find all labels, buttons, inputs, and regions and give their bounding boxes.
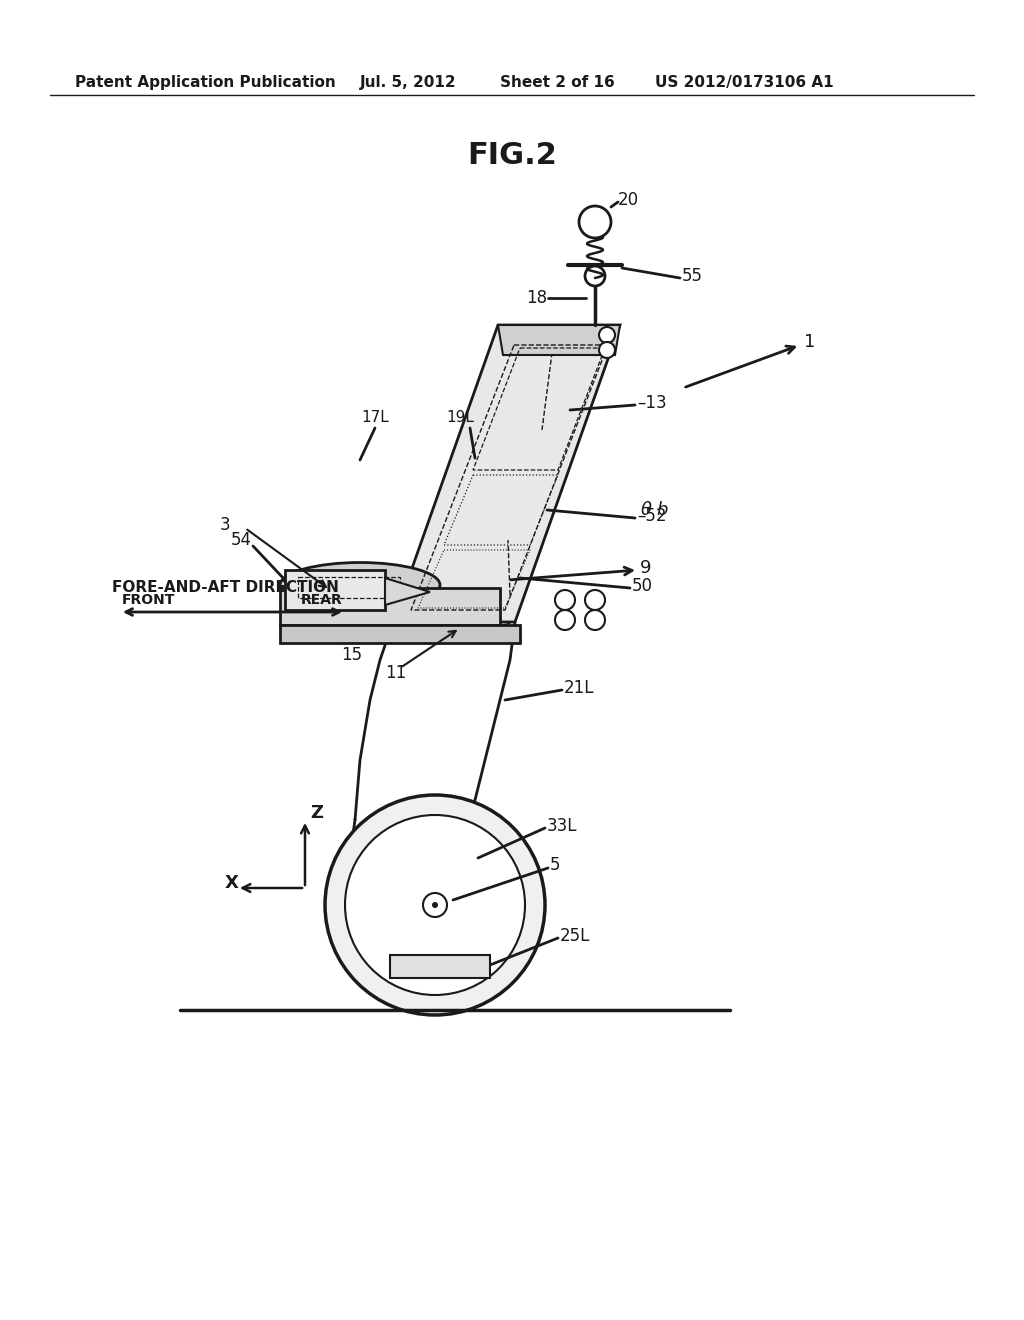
Text: FRONT: FRONT bbox=[122, 593, 175, 607]
Text: Patent Application Publication: Patent Application Publication bbox=[75, 75, 336, 90]
Circle shape bbox=[599, 342, 615, 358]
Text: Sheet 2 of 16: Sheet 2 of 16 bbox=[500, 75, 614, 90]
Text: 3: 3 bbox=[219, 516, 230, 535]
Polygon shape bbox=[280, 624, 520, 643]
Polygon shape bbox=[280, 587, 500, 624]
Text: 21L: 21L bbox=[564, 678, 595, 697]
Polygon shape bbox=[285, 570, 385, 610]
Text: $\theta$ b: $\theta$ b bbox=[640, 502, 670, 519]
Polygon shape bbox=[385, 578, 430, 605]
Text: 33L: 33L bbox=[547, 817, 578, 836]
Text: REAR: REAR bbox=[301, 593, 343, 607]
Ellipse shape bbox=[280, 562, 440, 607]
Text: 18: 18 bbox=[526, 289, 547, 308]
Circle shape bbox=[585, 590, 605, 610]
Text: 1: 1 bbox=[804, 333, 815, 351]
Polygon shape bbox=[498, 325, 620, 355]
Text: Z: Z bbox=[310, 804, 323, 822]
Text: 19L: 19L bbox=[446, 411, 474, 425]
Text: –52: –52 bbox=[637, 507, 667, 525]
Text: 11: 11 bbox=[385, 664, 407, 682]
Text: US 2012/0173106 A1: US 2012/0173106 A1 bbox=[655, 75, 834, 90]
Circle shape bbox=[345, 814, 525, 995]
Text: 54: 54 bbox=[231, 531, 252, 549]
Circle shape bbox=[325, 795, 545, 1015]
Text: X: X bbox=[225, 874, 239, 892]
Circle shape bbox=[585, 610, 605, 630]
Polygon shape bbox=[393, 325, 620, 622]
Circle shape bbox=[579, 206, 611, 238]
Text: FORE-AND-AFT DIRECTION: FORE-AND-AFT DIRECTION bbox=[112, 581, 339, 595]
Circle shape bbox=[555, 590, 575, 610]
Text: 17L: 17L bbox=[361, 411, 389, 425]
Text: 25L: 25L bbox=[560, 927, 591, 945]
Text: 20: 20 bbox=[618, 191, 639, 209]
Text: 15: 15 bbox=[341, 645, 362, 664]
Text: 5: 5 bbox=[550, 855, 560, 874]
Circle shape bbox=[555, 610, 575, 630]
Text: 55: 55 bbox=[682, 267, 703, 285]
Text: 50: 50 bbox=[632, 577, 653, 595]
Text: –13: –13 bbox=[637, 393, 667, 412]
Circle shape bbox=[423, 894, 447, 917]
Text: FIG.2: FIG.2 bbox=[467, 140, 557, 169]
Circle shape bbox=[585, 267, 605, 286]
Text: Jul. 5, 2012: Jul. 5, 2012 bbox=[360, 75, 457, 90]
Text: 9: 9 bbox=[640, 558, 651, 577]
Polygon shape bbox=[390, 954, 490, 978]
Circle shape bbox=[599, 327, 615, 343]
Circle shape bbox=[432, 902, 438, 908]
